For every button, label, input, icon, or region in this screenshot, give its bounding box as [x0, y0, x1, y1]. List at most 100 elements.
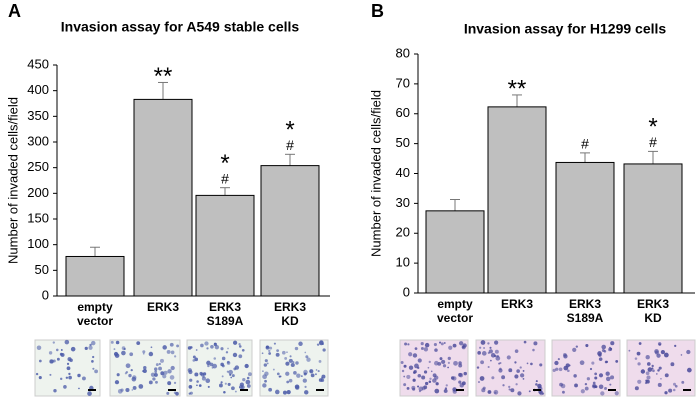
- cell: [434, 388, 440, 394]
- cell: [238, 343, 241, 346]
- cell: [247, 372, 252, 377]
- cell: [265, 345, 269, 349]
- cell: [498, 362, 501, 365]
- cell: [212, 363, 218, 369]
- cell: [200, 343, 204, 348]
- cell: [481, 351, 487, 356]
- cell: [458, 380, 462, 384]
- cell: [598, 357, 603, 361]
- cell: [294, 346, 299, 351]
- cell: [429, 377, 432, 380]
- y-tick-label: 20: [396, 225, 410, 240]
- cell: [316, 343, 320, 346]
- cell: [205, 378, 211, 384]
- cell: [202, 375, 205, 378]
- cell: [478, 381, 480, 383]
- cell: [162, 374, 167, 379]
- cell: [125, 388, 130, 393]
- annotation: #: [581, 136, 589, 152]
- cell: [530, 362, 533, 366]
- cell: [225, 351, 229, 354]
- cell: [228, 369, 233, 375]
- cell: [408, 352, 413, 357]
- chart-title: Invasion assay for A549 stable cells: [61, 19, 300, 35]
- cell: [452, 343, 457, 348]
- cell: [207, 385, 210, 388]
- cell: [647, 367, 653, 372]
- cell: [637, 362, 641, 366]
- cell: [36, 345, 42, 351]
- cell: [573, 374, 577, 378]
- cell: [604, 387, 607, 390]
- cell: [579, 360, 585, 366]
- annotation: #: [649, 134, 657, 150]
- cell: [187, 368, 192, 373]
- cell: [269, 346, 273, 350]
- cell: [241, 348, 245, 352]
- cell: [430, 370, 433, 373]
- cell: [584, 386, 589, 391]
- cell: [221, 356, 226, 361]
- cell: [246, 376, 250, 380]
- cell: [290, 362, 295, 368]
- cell: [514, 374, 519, 379]
- cell: [286, 351, 288, 353]
- cell: [286, 389, 291, 395]
- cell: [315, 369, 318, 371]
- cell: [210, 344, 214, 349]
- cell: [417, 385, 420, 388]
- cell: [220, 362, 224, 367]
- cell: [634, 386, 639, 391]
- cell: [304, 385, 307, 388]
- cell: [285, 361, 290, 366]
- cell: [407, 343, 410, 346]
- cell: [636, 351, 641, 356]
- cell: [68, 375, 72, 380]
- cell: [231, 374, 235, 378]
- y-tick-label: 0: [403, 284, 410, 299]
- cell: [535, 383, 538, 386]
- cell: [263, 363, 268, 367]
- cell: [218, 383, 223, 388]
- cell: [508, 385, 511, 389]
- cell: [681, 380, 685, 384]
- cell: [289, 355, 292, 358]
- cell: [664, 391, 668, 395]
- cell: [628, 349, 631, 352]
- cell: [66, 362, 70, 366]
- cell: [194, 372, 199, 377]
- cell: [63, 385, 67, 389]
- cell: [601, 344, 607, 350]
- cell: [401, 369, 405, 373]
- cell: [318, 360, 322, 363]
- cell: [476, 366, 480, 369]
- y-tick-label: 400: [27, 82, 49, 97]
- cell: [605, 360, 609, 364]
- cell: [223, 391, 226, 394]
- cell: [652, 369, 655, 373]
- cell: [414, 347, 418, 350]
- cell: [528, 390, 531, 393]
- cell: [310, 373, 315, 378]
- cell: [70, 346, 76, 352]
- cell: [155, 363, 159, 367]
- cell: [487, 351, 490, 355]
- cell: [160, 371, 165, 376]
- cell: [555, 367, 559, 371]
- cell: [321, 342, 324, 346]
- cell: [437, 362, 442, 366]
- cell: [461, 381, 466, 386]
- cell: [68, 372, 71, 376]
- micrograph: [551, 339, 621, 397]
- cell: [494, 349, 499, 354]
- cell: [610, 375, 615, 380]
- cell: [173, 381, 177, 385]
- cell: [262, 383, 267, 388]
- cell: [479, 376, 485, 381]
- cell: [646, 375, 651, 380]
- cell: [657, 382, 662, 387]
- cell: [452, 389, 457, 394]
- cell: [48, 351, 53, 355]
- cell: [132, 385, 137, 390]
